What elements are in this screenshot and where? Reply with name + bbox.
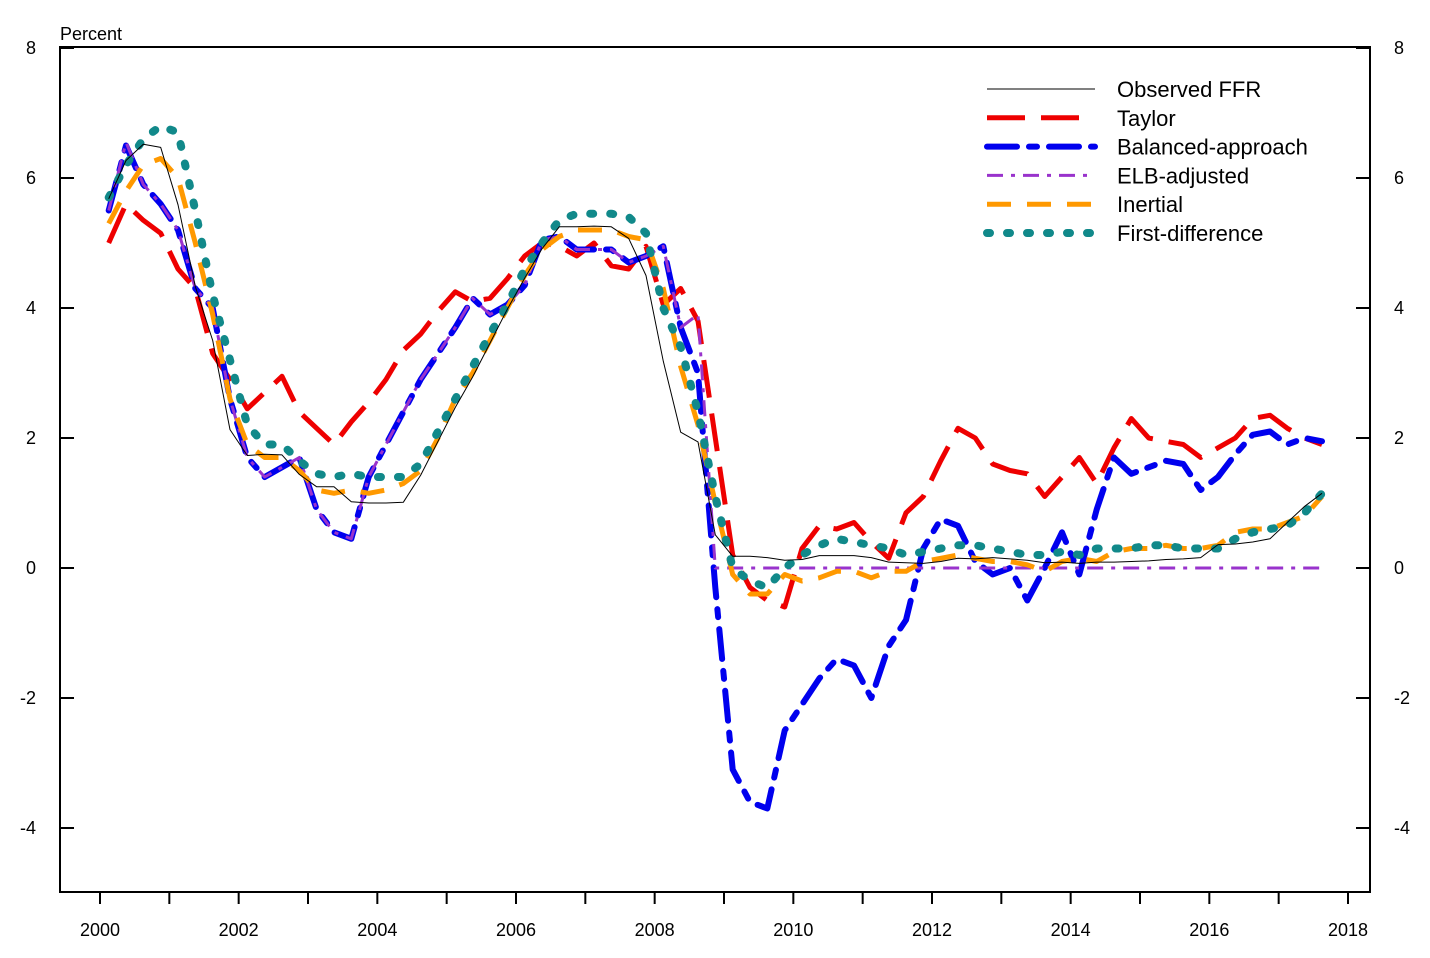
legend-label: Inertial bbox=[1117, 192, 1183, 217]
y-tick-label-right: 4 bbox=[1394, 298, 1404, 318]
legend: Observed FFR Taylor Balanced-approach ELB-a… bbox=[983, 77, 1308, 246]
x-tick-label: 2000 bbox=[80, 920, 120, 940]
legend-label: Balanced-approach bbox=[1117, 135, 1308, 160]
legend-label: Taylor bbox=[1117, 106, 1176, 131]
series-line-taylor bbox=[106, 201, 1323, 610]
y-tick-label-right: 8 bbox=[1394, 38, 1404, 58]
legend-label: First-difference bbox=[1117, 221, 1263, 246]
y-tick-label-right: -2 bbox=[1394, 688, 1410, 708]
y-tick-label-left: 6 bbox=[26, 168, 36, 188]
x-tick-label: 2008 bbox=[635, 920, 675, 940]
x-tick-label: 2002 bbox=[219, 920, 259, 940]
x-tick-label: 2004 bbox=[357, 920, 397, 940]
x-tick-label: 2012 bbox=[912, 920, 952, 940]
legend-label: Observed FFR bbox=[1117, 77, 1261, 102]
series-line-first-difference bbox=[104, 122, 1326, 592]
y-tick-label-right: -4 bbox=[1394, 818, 1410, 838]
y-tick-label-left: 4 bbox=[26, 298, 36, 318]
y-tick-label-right: 0 bbox=[1394, 558, 1404, 578]
plot-frame bbox=[59, 46, 1371, 893]
y-tick-label-left: -4 bbox=[20, 818, 36, 838]
y-tick-label-left: 2 bbox=[26, 428, 36, 448]
y-tick-label-right: 6 bbox=[1394, 168, 1404, 188]
legend-label: ELB-adjusted bbox=[1117, 163, 1249, 188]
x-tick-label: 2010 bbox=[773, 920, 813, 940]
y-tick-label-right: 2 bbox=[1394, 428, 1404, 448]
x-tick-label: 2016 bbox=[1189, 920, 1229, 940]
y-axis-label: Percent bbox=[60, 24, 122, 44]
y-tick-label-left: 8 bbox=[26, 38, 36, 58]
x-tick-label: 2006 bbox=[496, 920, 536, 940]
series-line-elb-adjusted bbox=[107, 140, 1322, 570]
x-tick-label: 2014 bbox=[1051, 920, 1091, 940]
x-tick-label: 2018 bbox=[1328, 920, 1368, 940]
y-tick-label-left: 0 bbox=[26, 558, 36, 578]
y-tick-label-left: -2 bbox=[20, 688, 36, 708]
series-line-observed-ffr bbox=[108, 143, 1323, 564]
